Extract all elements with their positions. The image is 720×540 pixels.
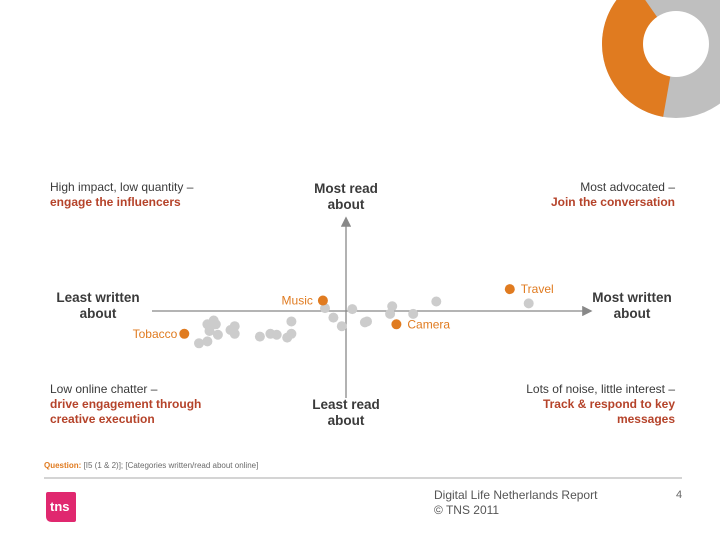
scatter-point xyxy=(347,304,358,315)
quadrant-bottom-right-plain: Lots of noise, little interest – xyxy=(526,382,675,396)
scatter-point xyxy=(204,325,215,336)
scatter-point xyxy=(202,336,213,347)
scatter-point xyxy=(254,331,265,342)
question-note: Question: [I5 (1 & 2)]; [Categories writ… xyxy=(44,461,258,470)
highlight-point-music xyxy=(317,295,328,306)
scatter-point xyxy=(194,338,204,349)
highlight-point-travel xyxy=(504,284,515,295)
scatter-point xyxy=(282,332,293,343)
highlight-point-camera xyxy=(391,319,402,330)
quadrant-top-right: Most advocated – Join the conversation xyxy=(551,180,675,210)
axis-label-bottom-line1: Least read xyxy=(312,397,380,412)
footer-report: Digital Life Netherlands Report © TNS 20… xyxy=(434,488,597,518)
axis-label-top: Most read about xyxy=(296,181,396,213)
scatter-point xyxy=(523,298,534,309)
highlight-point-tobacco xyxy=(179,328,190,339)
scatter-point xyxy=(336,321,347,332)
quadrant-bottom-left-plain: Low online chatter – xyxy=(50,382,158,396)
axis-label-top-line1: Most read xyxy=(314,181,378,196)
axis-label-left-line1: Least written xyxy=(56,290,140,305)
donut-decoration xyxy=(602,0,720,118)
points-layer: Travel Music Camera Tobacco xyxy=(133,282,554,349)
axis-label-left: Least written about xyxy=(36,290,160,322)
quadrant-bottom-left-emph1: drive engagement through xyxy=(50,397,202,411)
scatter-point xyxy=(362,316,372,327)
point-label-camera: Camera xyxy=(407,317,450,331)
quadrant-bottom-left: Low online chatter – drive engagement th… xyxy=(50,382,201,427)
page-number: 4 xyxy=(676,489,683,501)
point-label-tobacco: Tobacco xyxy=(133,327,178,341)
scatter-point xyxy=(387,301,398,312)
quadrant-bottom-right-emph2: messages xyxy=(616,412,675,426)
footer-line1: Digital Life Netherlands Report xyxy=(434,488,598,502)
axis-label-right: Most written about xyxy=(572,290,692,322)
scatter-point xyxy=(271,329,282,340)
axis-label-left-line2: about xyxy=(79,306,117,321)
quadrant-bottom-right-emph1: Track & respond to key xyxy=(542,397,675,411)
scatter-point xyxy=(320,303,330,314)
question-text: [I5 (1 & 2)]; [Categories written/read a… xyxy=(81,461,259,470)
point-label-travel: Travel xyxy=(521,282,554,296)
quadrant-top-right-plain: Most advocated – xyxy=(580,180,675,194)
scatter-point xyxy=(286,316,297,327)
axis-label-top-line2: about xyxy=(327,197,365,212)
scatter-point xyxy=(212,329,223,340)
scatter-point xyxy=(328,312,339,323)
axis-label-right-line2: about xyxy=(613,306,651,321)
scatter-point xyxy=(385,308,396,319)
quadrant-top-left-plain: High impact, low quantity – xyxy=(50,180,194,194)
question-label: Question: xyxy=(44,461,82,470)
axis-label-right-line1: Most written xyxy=(592,290,672,305)
scatter-point xyxy=(431,296,442,307)
tns-logo-text: tns xyxy=(50,499,70,514)
donut-hole xyxy=(643,11,709,77)
footer-line2: © TNS 2011 xyxy=(434,503,500,517)
quadrant-top-left: High impact, low quantity – engage the i… xyxy=(50,180,193,210)
quadrant-bottom-left-emph2: creative execution xyxy=(50,412,155,426)
axis-label-bottom-line2: about xyxy=(327,413,365,428)
axis-label-bottom: Least read about xyxy=(296,397,396,429)
quadrant-top-right-emph: Join the conversation xyxy=(550,195,675,209)
tns-logo-shape xyxy=(46,492,76,522)
scatter-point xyxy=(229,328,240,339)
tns-logo: tns xyxy=(44,490,78,524)
scatter-point xyxy=(210,319,221,330)
quadrant-top-left-emph: engage the influencers xyxy=(50,195,181,209)
point-label-music: Music xyxy=(282,294,313,308)
scatter-point xyxy=(408,308,419,319)
quadrant-bottom-right: Lots of noise, little interest – Track &… xyxy=(526,382,675,427)
